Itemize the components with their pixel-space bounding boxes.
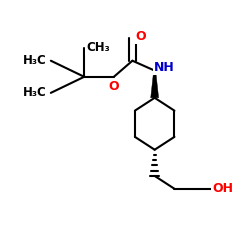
Text: O: O (135, 30, 146, 43)
Text: CH₃: CH₃ (86, 40, 110, 54)
Text: OH: OH (212, 182, 234, 195)
Text: O: O (108, 80, 119, 93)
Polygon shape (151, 70, 158, 98)
Text: NH: NH (154, 61, 174, 74)
Text: H₃C: H₃C (23, 54, 47, 67)
Text: H₃C: H₃C (23, 86, 47, 99)
